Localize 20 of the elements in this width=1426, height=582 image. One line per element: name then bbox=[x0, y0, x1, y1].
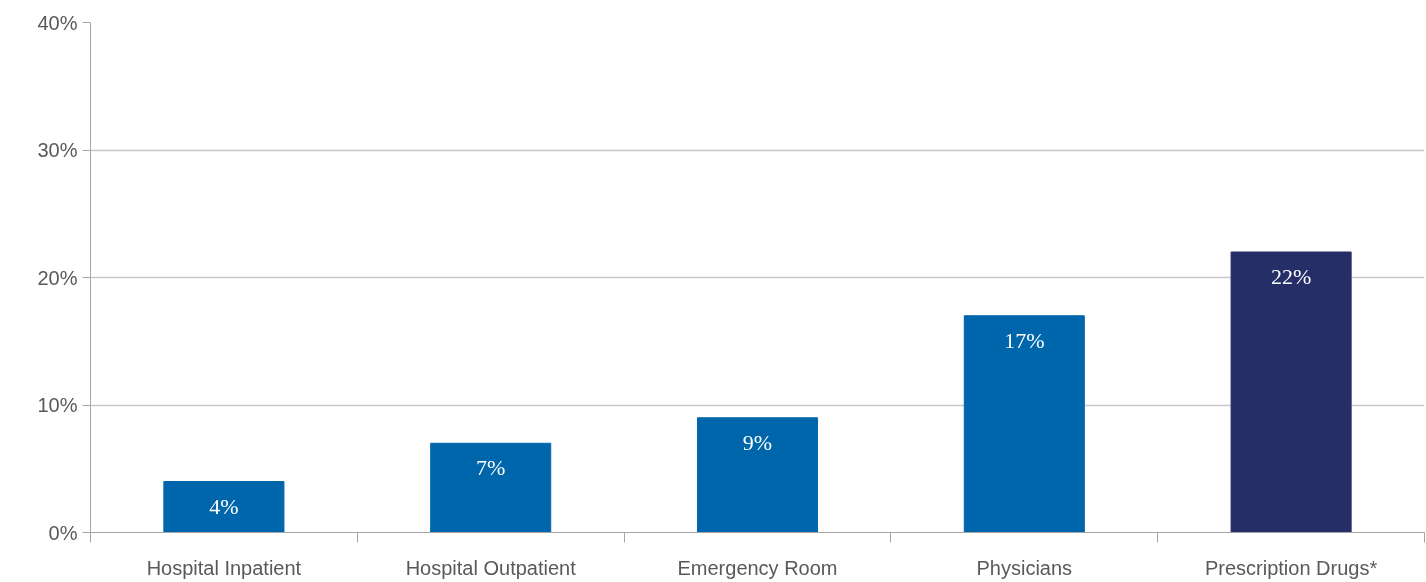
y-tick-label: 40% bbox=[37, 11, 78, 34]
x-tick-label: Physicians bbox=[976, 556, 1073, 579]
data-label: 7% bbox=[476, 455, 506, 481]
bar bbox=[1230, 251, 1352, 533]
x-tick-label: Emergency Room bbox=[677, 556, 838, 579]
bar bbox=[696, 417, 819, 533]
bar bbox=[430, 442, 552, 533]
x-tick-label: Hospital Inpatient bbox=[146, 556, 302, 579]
data-label: 22% bbox=[1270, 264, 1312, 289]
x-tick-label: Prescription Drugs* bbox=[1204, 556, 1378, 579]
y-tick-label: 0% bbox=[48, 521, 78, 544]
data-label: 4% bbox=[209, 493, 239, 519]
x-tick-label: Hospital Outpatient bbox=[405, 556, 577, 579]
bar bbox=[163, 481, 285, 533]
bar bbox=[963, 315, 1085, 533]
y-tick-label: 10% bbox=[37, 394, 78, 416]
y-tick-label: 20% bbox=[37, 266, 78, 289]
y-tick-label: 30% bbox=[37, 139, 78, 161]
data-label: 17% bbox=[1004, 327, 1045, 353]
data-label: 9% bbox=[742, 429, 773, 455]
